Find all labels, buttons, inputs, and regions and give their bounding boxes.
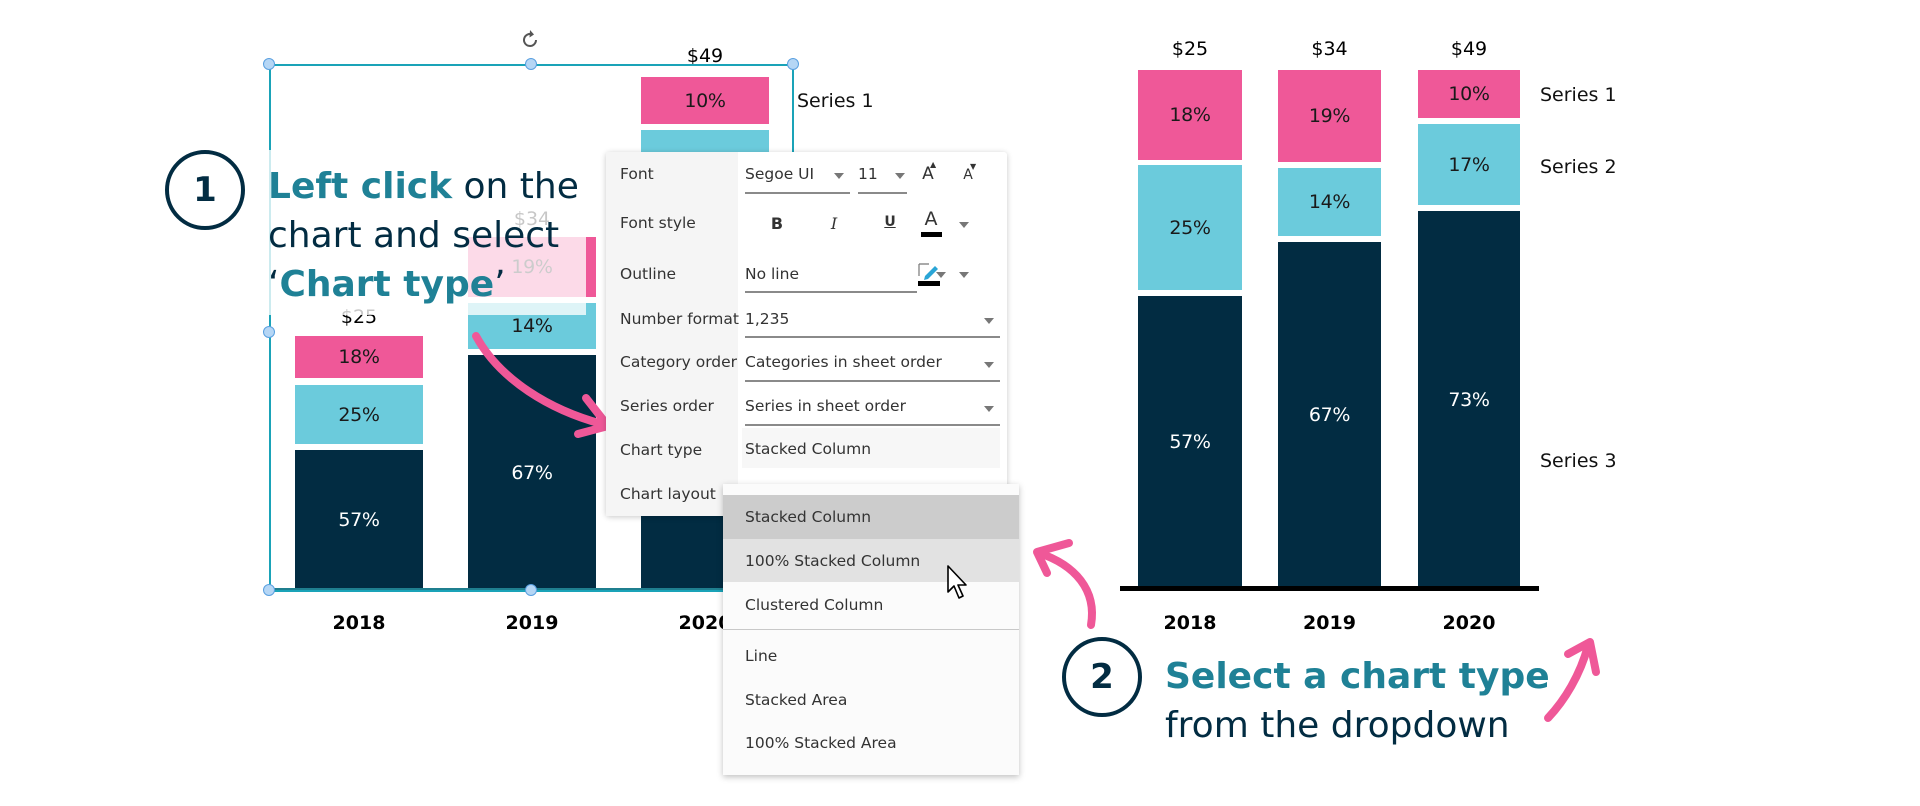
panel-label-column <box>606 152 738 516</box>
resize-handle-top-left[interactable] <box>263 58 275 70</box>
chart-properties-panel: Font Font style Outline Number format Ca… <box>606 152 1007 516</box>
right-segment-2018-series3: 57% <box>1138 296 1242 588</box>
dropdown-option-stacked-column[interactable]: Stacked Column <box>723 495 1019 539</box>
right-segment-2018-series1: 18% <box>1138 70 1242 160</box>
chart-type-dropdown-menu: Stacked Column 100% Stacked Column Clust… <box>723 484 1019 775</box>
curved-arrow-icon-step2 <box>1033 539 1096 629</box>
right-year-label-2019: 2019 <box>1303 612 1356 634</box>
total-label-2020: $49 <box>686 45 724 67</box>
font-family-caret-icon <box>834 173 844 179</box>
series1-label-left: Series 1 <box>797 90 874 112</box>
chart-type-select[interactable]: Stacked Column <box>742 428 1000 468</box>
dropdown-separator <box>723 629 1019 630</box>
dropdown-option-100-stacked-area[interactable]: 100% Stacked Area <box>745 734 897 752</box>
grow-arrow-icon: ▲ <box>930 160 937 169</box>
segment-2018-series2[interactable]: 25% <box>295 385 423 444</box>
dropdown-option-clustered-column[interactable]: Clustered Column <box>745 596 884 614</box>
underline-button[interactable]: U <box>884 214 896 230</box>
right-segment-2020-series3: 73% <box>1418 211 1520 588</box>
label-font-style: Font style <box>620 214 696 232</box>
right-year-label-2020: 2020 <box>1442 612 1496 634</box>
right-segment-2019-series3: 67% <box>1278 242 1381 588</box>
number-format-caret-icon <box>984 318 994 324</box>
label-number-format: Number format <box>620 310 739 328</box>
segment-2020-series1[interactable]: 10% <box>641 77 769 124</box>
step1-instruction: Left click on the chart and select ‘Char… <box>268 166 579 305</box>
curved-arrow-icon-result <box>1544 638 1600 722</box>
italic-button[interactable]: I <box>830 214 838 233</box>
rotate-handle-icon[interactable] <box>521 28 541 50</box>
right-total-label-2020: $49 <box>1450 38 1488 60</box>
font-size-caret-icon <box>895 173 905 179</box>
step1-emphasis: Left click <box>268 166 453 207</box>
right-segment-2019-series1: 19% <box>1278 70 1381 162</box>
step1-text-backdrop <box>268 150 586 315</box>
label-series-order: Series order <box>620 397 714 415</box>
outline-caret-icon <box>936 272 946 278</box>
step2-number-badge: 2 <box>1062 637 1142 717</box>
legend-series1: Series 1 <box>1540 84 1617 106</box>
year-label-2018: 2018 <box>332 612 386 634</box>
shrink-font-button[interactable]: A ▼ <box>963 162 977 183</box>
resize-handle-middle-left[interactable] <box>263 326 275 338</box>
resize-handle-top-center[interactable] <box>525 58 537 70</box>
legend-series2: Series 2 <box>1540 156 1617 178</box>
shrink-arrow-icon: ▼ <box>970 162 977 171</box>
font-color-caret-icon[interactable] <box>959 222 969 228</box>
resize-handle-top-right[interactable] <box>787 58 799 70</box>
label-chart-type: Chart type <box>620 441 703 459</box>
step2-emphasis: Select a chart type <box>1165 656 1550 697</box>
mouse-pointer-icon <box>947 565 967 599</box>
font-color-button[interactable]: A <box>919 208 943 237</box>
dropdown-option-line[interactable]: Line <box>745 647 778 665</box>
bold-button[interactable]: B <box>770 214 784 233</box>
right-segment-2020-series2: 17% <box>1418 124 1520 205</box>
font-color-swatch <box>921 232 942 237</box>
right-total-label-2019: $34 <box>1311 38 1348 60</box>
dropdown-option-stacked-area[interactable]: Stacked Area <box>745 691 848 709</box>
label-chart-layout: Chart layout <box>620 485 716 503</box>
resize-handle-bottom-center[interactable] <box>525 584 537 596</box>
right-x-axis-line <box>1120 586 1539 591</box>
segment-2018-series3[interactable]: 57% <box>295 450 423 590</box>
label-font: Font <box>620 165 654 183</box>
right-segment-2018-series2: 25% <box>1138 165 1242 290</box>
right-segment-2019-series2: 14% <box>1278 168 1381 236</box>
year-label-2019: 2019 <box>505 612 559 634</box>
right-segment-2020-series1: 10% <box>1418 70 1520 118</box>
year-label-2020: 2020 <box>678 612 732 634</box>
segment-2018-series1[interactable]: 18% <box>295 336 423 378</box>
resize-handle-bottom-left[interactable] <box>263 584 275 596</box>
label-category-order: Category order <box>620 353 738 371</box>
outline-color-caret-icon[interactable] <box>959 272 969 278</box>
dropdown-option-100-stacked-column[interactable]: 100% Stacked Column <box>723 539 1019 582</box>
outline-color-pen-icon[interactable] <box>917 262 941 286</box>
category-order-caret-icon <box>984 362 994 368</box>
grow-font-button[interactable]: A ▲ <box>922 160 937 184</box>
series-order-caret-icon <box>984 406 994 412</box>
right-year-label-2018: 2018 <box>1163 612 1217 634</box>
label-outline: Outline <box>620 265 677 283</box>
step2-instruction: Select a chart type from the dropdown <box>1165 652 1550 750</box>
step1-number-badge: 1 <box>165 150 245 230</box>
right-total-label-2018: $25 <box>1171 38 1209 60</box>
curved-arrow-icon-step1 <box>472 332 612 438</box>
legend-series3: Series 3 <box>1540 450 1617 472</box>
step1-chart-type-emphasis: Chart type <box>279 264 495 305</box>
